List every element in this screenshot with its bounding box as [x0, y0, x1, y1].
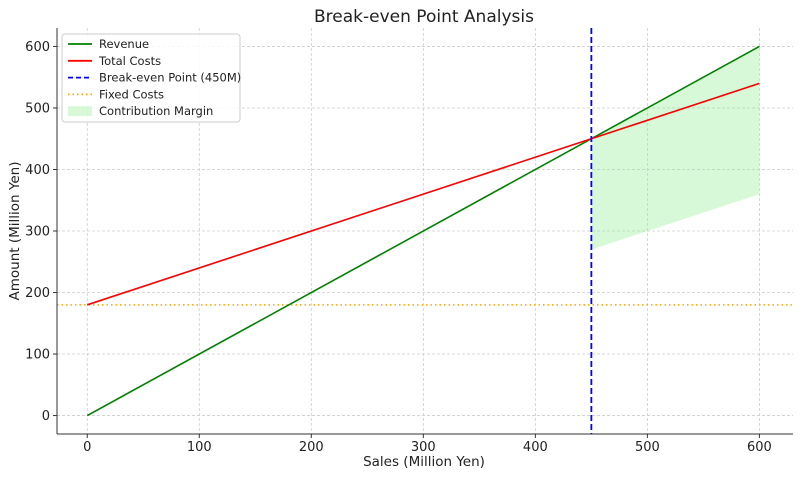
y-axis-label: Amount (Million Yen) — [7, 162, 23, 301]
x-tick-label: 0 — [83, 440, 91, 455]
x-axis-label: Sales (Million Yen) — [363, 454, 485, 470]
y-tick-label: 400 — [25, 163, 50, 178]
y-tick-label: 200 — [25, 286, 50, 301]
x-tick-label: 300 — [411, 440, 436, 455]
legend-label-total-costs: Total Costs — [98, 54, 161, 68]
total-costs-line — [86, 82, 760, 306]
tick-labels: 0 100 200 300 400 500 600 0 100 200 300 400 500 600 — [25, 40, 772, 455]
x-tick-label: 400 — [523, 440, 548, 455]
legend-label-contribution-margin: Contribution Margin — [99, 104, 213, 118]
legend-swatch-contribution-margin — [68, 106, 92, 117]
x-tick-label: 100 — [187, 440, 212, 455]
x-tick-label: 500 — [635, 440, 660, 455]
y-tick-label: 600 — [25, 40, 50, 55]
x-tick-label: 200 — [299, 440, 324, 455]
legend-label-revenue: Revenue — [99, 37, 149, 51]
fill-layer — [591, 46, 760, 250]
y-tick-label: 300 — [25, 225, 50, 240]
revenue-line — [86, 45, 760, 417]
legend-label-fixed-costs: Fixed Costs — [99, 87, 164, 101]
axes — [53, 28, 793, 438]
legend-box — [61, 33, 241, 123]
chart-title: Break-even Point Analysis — [314, 7, 534, 27]
contribution-margin-area — [591, 46, 760, 250]
series-layer — [57, 28, 793, 434]
x-tick-label: 600 — [747, 440, 772, 455]
y-tick-label: 500 — [25, 101, 50, 116]
y-tick-label: 100 — [25, 348, 50, 363]
legend: Revenue Total Costs Break-even Point (450M… — [61, 33, 241, 123]
y-tick-label: 0 — [42, 409, 50, 424]
legend-label-break-even: Break-even Point (450M) — [99, 71, 241, 85]
